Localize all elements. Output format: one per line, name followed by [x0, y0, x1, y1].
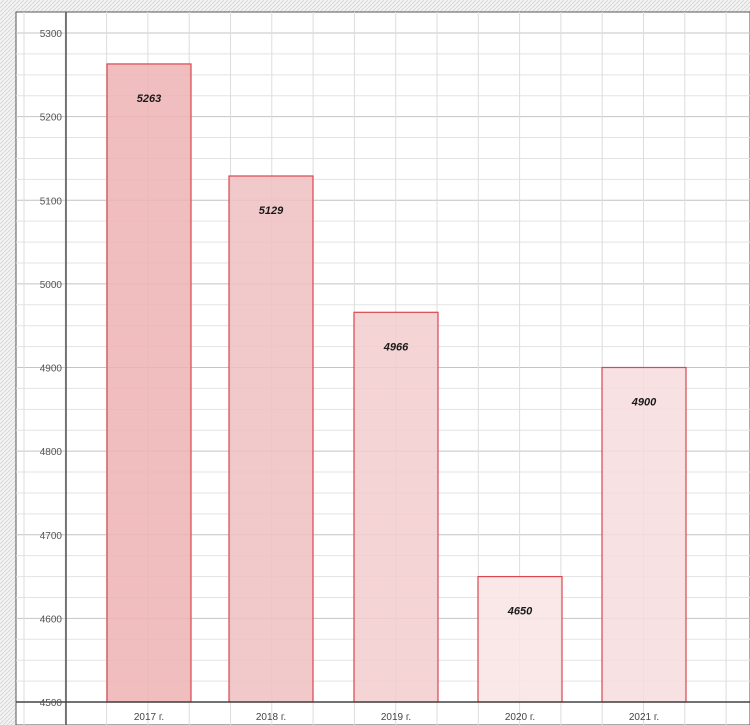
y-tick-label: 4500	[40, 698, 63, 709]
bar-1	[106, 63, 192, 703]
bar-4	[477, 575, 563, 703]
x-tick-label: 2021 г.	[629, 712, 659, 723]
y-tick-label: 5100	[40, 196, 63, 207]
bar-2	[228, 175, 314, 703]
data-label: 5129	[259, 205, 284, 217]
x-tick-label: 2020 г.	[505, 712, 535, 723]
y-tick-label: 5300	[40, 29, 63, 40]
data-label: 4650	[507, 606, 533, 618]
data-label: 5263	[137, 93, 161, 105]
bar-5	[601, 366, 687, 703]
data-label: 4966	[383, 341, 409, 353]
bars	[106, 63, 687, 703]
y-tick-label: 5000	[40, 280, 63, 291]
y-tick-labels: 4500 4600 4700 4800 4900 5000 5100 5200 5300	[40, 29, 63, 709]
x-tick-label: 2017 г.	[134, 712, 164, 723]
x-tick-labels: 2017 г. 2018 г. 2019 г. 2020 г. 2021 г.	[134, 712, 659, 723]
bar-3	[353, 311, 439, 703]
y-tick-label: 5200	[40, 113, 63, 124]
data-label: 4900	[631, 397, 657, 409]
x-tick-label: 2018 г.	[256, 712, 286, 723]
data-labels: 5263 5129 4966 4650 4900	[137, 93, 657, 618]
axes	[16, 12, 750, 725]
y-tick-label: 4900	[40, 364, 63, 375]
x-tick-label: 2019 г.	[381, 712, 411, 723]
y-tick-label: 4600	[40, 614, 63, 625]
y-tick-label: 4800	[40, 447, 63, 458]
y-tick-label: 4700	[40, 531, 63, 542]
